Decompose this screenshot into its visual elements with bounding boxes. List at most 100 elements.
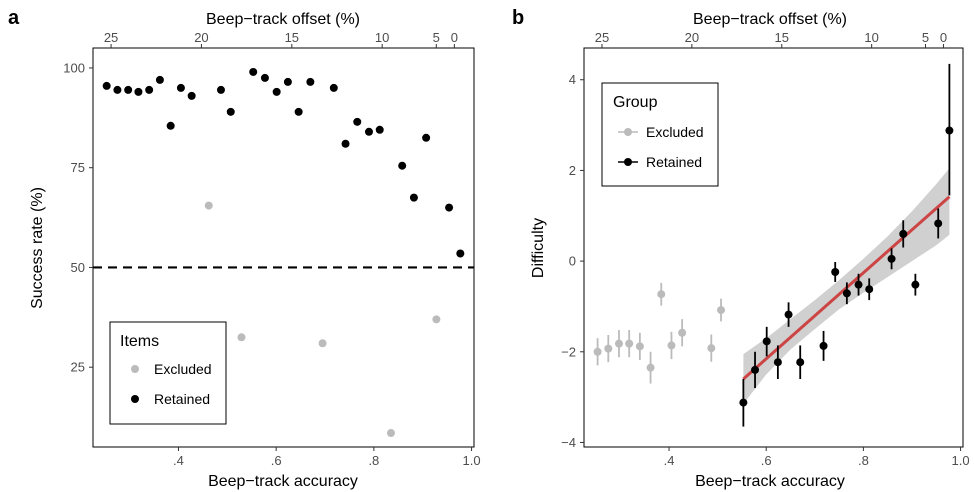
x2-tick-label: 20 (685, 30, 699, 45)
panel-a: a Beep−track offset (%) Beep−track accur… (8, 7, 481, 490)
panel-b-label: b (512, 7, 524, 29)
x-tick-label: 1.0 (952, 453, 970, 468)
data-point-retained (739, 398, 748, 407)
data-point-retained (294, 107, 303, 116)
data-point-retained (911, 280, 920, 289)
data-point-retained (145, 85, 154, 94)
data-point-retained (751, 365, 760, 374)
y-tick-label: 0 (569, 254, 576, 269)
data-point-retained (819, 341, 828, 350)
panel-a-top-axis-title: Beep−track offset (%) (206, 11, 360, 28)
panel-a-legend-excluded-label: Excluded (154, 361, 212, 377)
data-point-excluded (635, 342, 644, 351)
panel-b: b Beep−track offset (%) Beep−track accur… (512, 7, 970, 490)
data-point-retained (249, 67, 258, 76)
panel-a-legend: Items Excluded Retained (109, 321, 227, 425)
data-point-retained (945, 126, 954, 135)
data-point-retained (796, 358, 805, 367)
panel-b-top-axis-title: Beep−track offset (%) (693, 11, 847, 28)
x2-tick-label: 15 (775, 30, 789, 45)
data-point-retained (773, 358, 782, 367)
data-point-retained (887, 254, 896, 263)
data-point-retained (854, 280, 863, 289)
data-point-retained (865, 285, 874, 294)
panel-a-legend-title: Items (120, 333, 159, 350)
panel-a-y-axis-title: Success rate (%) (29, 187, 46, 309)
panel-a-legend-retained-key (131, 395, 139, 403)
x-tick-label: .6 (761, 453, 772, 468)
panel-b-y-axis-title: Difficulty (530, 218, 547, 278)
data-point-retained (124, 85, 133, 94)
data-point-excluded (204, 201, 213, 210)
data-point-retained (422, 133, 431, 142)
data-point-excluded (667, 341, 676, 350)
data-point-excluded (604, 344, 613, 353)
data-point-excluded (593, 347, 602, 356)
panel-a-plot-area: .4 .6 .8 1.0 25 20 15 10 5 0 25 50 75 100 (63, 30, 480, 468)
y-tick-label: −4 (561, 435, 576, 450)
data-point-retained (113, 85, 122, 94)
panel-b-legend-retained-key (624, 158, 632, 166)
x2-tick-label: 25 (595, 30, 609, 45)
data-point-retained (762, 337, 771, 346)
x2-tick-label: 25 (104, 30, 118, 45)
data-point-excluded (237, 333, 246, 342)
x-tick-label: .8 (368, 453, 379, 468)
plot-frame (92, 47, 475, 448)
data-point-excluded (432, 315, 441, 324)
panel-b-legend-excluded-label: Excluded (646, 124, 704, 140)
data-point-excluded (707, 344, 716, 353)
y-tick-label: 75 (71, 160, 85, 175)
panel-b-legend-box (601, 82, 719, 187)
x-tick-label: .6 (271, 453, 282, 468)
x2-tick-label: 15 (285, 30, 299, 45)
panel-b-legend-retained-label: Retained (646, 154, 702, 170)
data-point-retained (341, 139, 350, 148)
data-point-retained (176, 83, 185, 92)
y-tick-label: 25 (71, 360, 85, 375)
panel-a-x-axis-title: Beep−track accuracy (208, 473, 358, 490)
y-tick-label: 2 (569, 163, 576, 178)
data-point-retained (187, 91, 196, 100)
data-point-retained (445, 203, 454, 212)
panel-a-legend-box (109, 321, 227, 425)
y-tick-label: 50 (71, 260, 85, 275)
data-point-excluded (386, 429, 395, 438)
data-point-retained (102, 81, 111, 90)
data-point-excluded (318, 339, 327, 348)
data-point-retained (134, 87, 143, 96)
x2-tick-label: 0 (940, 30, 947, 45)
data-point-retained (329, 83, 338, 92)
panel-b-x-axis-title: Beep−track accuracy (695, 473, 845, 490)
data-point-excluded (678, 328, 687, 337)
x2-tick-label: 0 (451, 30, 458, 45)
data-point-excluded (646, 363, 655, 372)
x2-tick-label: 20 (194, 30, 208, 45)
data-point-retained (409, 193, 418, 202)
data-point-retained (364, 127, 373, 136)
x2-tick-label: 10 (375, 30, 389, 45)
data-point-retained (899, 229, 908, 238)
panel-a-label: a (8, 7, 20, 29)
data-point-retained (353, 117, 362, 126)
data-point-retained (272, 87, 281, 96)
panel-b-legend-excluded-key (624, 128, 632, 136)
data-point-retained (155, 75, 164, 84)
x-tick-label: 1.0 (463, 453, 481, 468)
plot-frame (583, 47, 964, 448)
y-tick-label: −2 (561, 344, 576, 359)
data-point-retained (842, 289, 851, 298)
x-tick-label: .4 (173, 453, 184, 468)
data-point-retained (934, 219, 943, 228)
data-point-excluded (657, 290, 666, 299)
y-tick-label: 4 (569, 72, 576, 87)
data-point-retained (226, 107, 235, 116)
data-point-retained (260, 73, 269, 82)
x-tick-label: .8 (858, 453, 869, 468)
data-point-excluded (717, 306, 726, 315)
data-point-retained (375, 125, 384, 134)
x2-tick-label: 5 (433, 30, 440, 45)
x2-tick-label: 5 (922, 30, 929, 45)
